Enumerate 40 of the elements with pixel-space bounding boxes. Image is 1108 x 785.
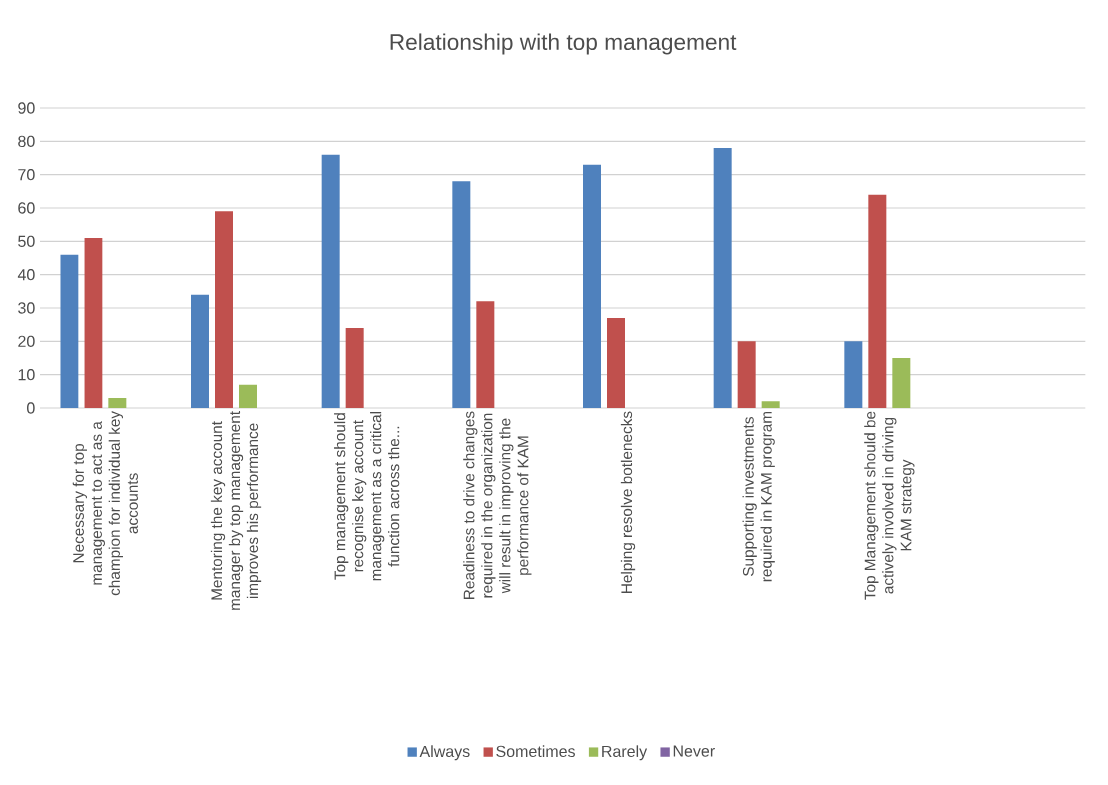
y-tick-label: 70 (18, 168, 35, 181)
bar (452, 181, 471, 408)
x-tick-label: Mentoring the key account manager by top management improves his performance (210, 410, 262, 610)
bar (239, 384, 257, 408)
bar (191, 294, 209, 408)
x-tick-label: Supporting investments required in KAM program (742, 411, 775, 582)
y-tick-label: 10 (18, 368, 35, 381)
x-tick-label: Top management should recognise key account management as a critical function across the... (334, 411, 400, 581)
legend-label: Always (419, 745, 470, 761)
legend-label: Sometimes (496, 745, 575, 757)
x-tick-label: Necessary for top management to act as a champion for individual key accounts (72, 410, 138, 596)
bar (583, 164, 601, 408)
bar (215, 211, 233, 408)
y-tick-label: 90 (18, 102, 35, 114)
bar (844, 341, 863, 408)
y-tick-label: 0 (27, 402, 35, 414)
legend-label: Never (673, 745, 715, 757)
bar (713, 147, 732, 408)
bar (868, 194, 887, 408)
bar (108, 397, 127, 408)
bar (84, 237, 103, 408)
y-tick-label: 40 (17, 268, 35, 281)
bar (345, 327, 364, 408)
x-tick-label: Readiness to drive changes required in the organization will result in improving the performance of KAM (463, 411, 532, 599)
bar (761, 401, 780, 408)
x-tick-label: Helping resolve botlenecks (620, 411, 636, 593)
bar (892, 357, 911, 408)
y-tick-label: 30 (18, 302, 35, 314)
legend-label: Rarely (602, 745, 648, 761)
bar (60, 254, 79, 408)
bar (476, 301, 495, 408)
bar (321, 154, 340, 408)
x-tick-label: Top Management should be actively involved in driving KAM strategy (864, 411, 915, 600)
chart-title: Relationship with top management (390, 33, 737, 55)
y-tick-label: 20 (18, 335, 35, 347)
y-tick-label: 50 (18, 235, 35, 247)
bar (737, 341, 756, 408)
bar (607, 317, 625, 408)
y-tick-label: 80 (18, 135, 35, 147)
y-tick-label: 60 (18, 202, 35, 214)
